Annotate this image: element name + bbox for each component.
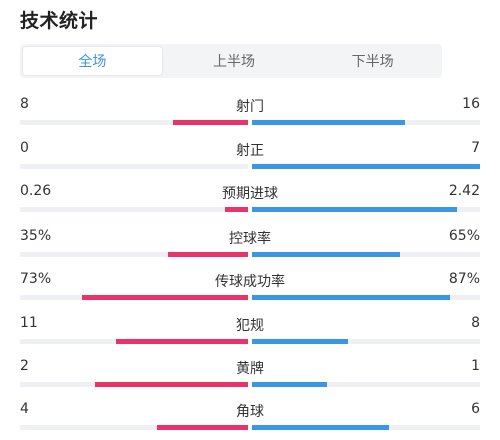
home-bar-track xyxy=(20,295,248,300)
stat-row-shots-on-target: 0 射正 7 xyxy=(0,140,500,174)
home-value: 8 xyxy=(20,96,29,112)
period-tabs: 全场 上半场 下半场 xyxy=(20,44,442,78)
home-value: 73% xyxy=(20,271,52,287)
stat-label: 射门 xyxy=(236,99,264,115)
away-value: 16 xyxy=(462,96,480,112)
stat-label: 控球率 xyxy=(229,231,271,247)
stat-row-yellow-cards: 2 黄牌 1 xyxy=(0,358,500,392)
away-value: 1 xyxy=(471,358,480,374)
away-bar xyxy=(252,382,328,387)
away-value: 65% xyxy=(448,228,480,244)
stat-row-shots: 8 射门 16 xyxy=(0,96,500,130)
tab-full-match[interactable]: 全场 xyxy=(22,46,163,76)
away-value: 7 xyxy=(471,140,480,156)
home-bar-track xyxy=(20,339,248,344)
away-bar xyxy=(252,425,389,430)
stat-label: 预期进球 xyxy=(222,186,278,202)
home-bar xyxy=(95,382,248,387)
home-value: 11 xyxy=(20,315,38,331)
away-value: 2.42 xyxy=(448,183,480,199)
stat-label: 传球成功率 xyxy=(215,274,285,290)
away-value: 87% xyxy=(448,271,480,287)
away-bar-track xyxy=(252,252,480,257)
stat-row-corners: 4 角球 6 xyxy=(0,401,500,435)
page-title: 技术统计 xyxy=(20,10,99,32)
home-bar xyxy=(81,295,248,300)
home-value: 2 xyxy=(20,358,29,374)
home-bar xyxy=(115,339,248,344)
home-bar xyxy=(225,207,248,212)
stat-row-expected-goals: 0.26 预期进球 2.42 xyxy=(0,183,500,217)
home-value: 0.26 xyxy=(20,183,52,199)
away-bar xyxy=(252,120,405,125)
away-bar-track xyxy=(252,339,480,344)
tab-first-half[interactable]: 上半场 xyxy=(213,54,255,70)
away-bar xyxy=(252,339,348,344)
stat-label: 犯规 xyxy=(236,318,264,334)
away-bar-track xyxy=(252,207,480,212)
away-value: 6 xyxy=(471,401,480,417)
home-bar-track xyxy=(20,207,248,212)
tab-second-half[interactable]: 下半场 xyxy=(351,54,394,70)
home-bar xyxy=(172,120,248,125)
away-bar xyxy=(252,164,480,169)
away-bar-track xyxy=(252,164,480,169)
away-bar-track xyxy=(252,425,480,430)
home-bar-track xyxy=(20,382,248,387)
away-bar xyxy=(252,295,451,300)
home-value: 0 xyxy=(20,140,29,156)
stat-row-fouls: 11 犯规 8 xyxy=(0,315,500,349)
home-bar xyxy=(168,252,248,257)
stat-row-possession: 35% 控球率 65% xyxy=(0,228,500,262)
home-bar-track xyxy=(20,425,248,430)
home-bar-track xyxy=(20,120,248,125)
away-bar xyxy=(252,207,458,212)
away-bar-track xyxy=(252,295,480,300)
away-bar-track xyxy=(252,120,480,125)
home-value: 4 xyxy=(20,401,29,417)
stat-row-pass-accuracy: 73% 传球成功率 87% xyxy=(0,271,500,305)
away-value: 8 xyxy=(471,315,480,331)
home-bar-track xyxy=(20,164,248,169)
stat-label: 射正 xyxy=(236,143,264,159)
stat-label: 角球 xyxy=(236,404,264,420)
home-bar-track xyxy=(20,252,248,257)
stat-label: 黄牌 xyxy=(236,361,264,377)
away-bar-track xyxy=(252,382,480,387)
away-bar xyxy=(252,252,401,257)
home-bar xyxy=(156,425,248,430)
home-value: 35% xyxy=(20,228,52,244)
